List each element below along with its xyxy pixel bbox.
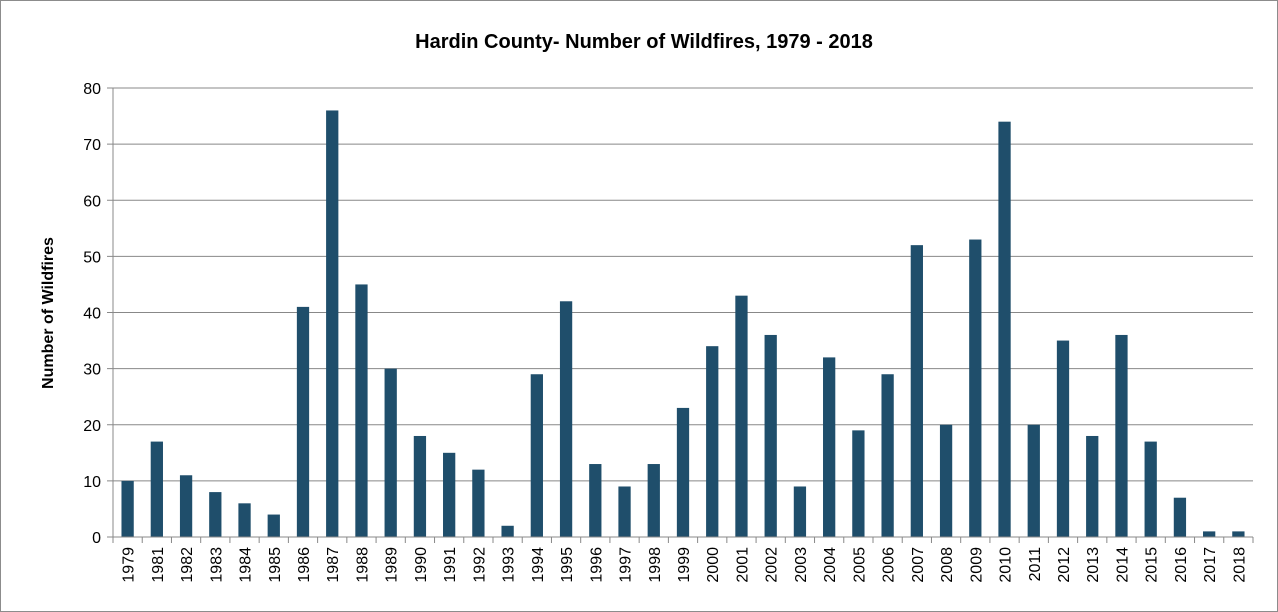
- bar-1989: [384, 368, 397, 537]
- x-tick-label: 1986: [296, 547, 313, 583]
- y-tick-labels: 0 10 20 30 40 50 60 70 80: [83, 81, 113, 547]
- x-tick-labels: 1979 1981 1982 1983 1984 1985 1986 1987 1988 1989…: [112, 537, 1254, 583]
- bar-1991: [443, 452, 456, 537]
- bar-2013: [1086, 435, 1099, 537]
- bar-2003: [793, 486, 807, 537]
- bar-1981: [150, 441, 163, 537]
- bar-2009: [969, 239, 982, 537]
- bar-1997: [618, 486, 631, 537]
- y-tick-label: 10: [83, 474, 101, 491]
- y-tick-label: 30: [83, 362, 101, 379]
- x-tick-label: 2008: [939, 547, 956, 583]
- bar-1990: [413, 435, 427, 537]
- x-tick-label: 2014: [1114, 547, 1131, 583]
- y-tick-label: 20: [83, 418, 101, 435]
- bar-2016: [1173, 497, 1187, 537]
- x-tick-label: 2001: [734, 547, 751, 583]
- bar-2001: [735, 295, 748, 537]
- x-tick-label: 2010: [998, 547, 1015, 583]
- x-tick-label: 2002: [764, 547, 781, 583]
- x-tick-label: 1995: [559, 547, 576, 583]
- x-tick-label: 2004: [822, 547, 839, 583]
- x-tick-label: 2013: [1085, 547, 1102, 583]
- x-tick-label: 1999: [676, 547, 693, 583]
- bar-1998: [647, 464, 660, 537]
- x-tick-label: 1985: [267, 547, 284, 583]
- x-tick-label: 1979: [121, 547, 138, 583]
- x-tick-label: 1996: [588, 547, 605, 583]
- x-tick-label: 1987: [325, 547, 342, 583]
- x-tick-label: 1993: [501, 547, 518, 583]
- x-tick-label: 1989: [384, 547, 401, 583]
- axes: [112, 88, 1253, 538]
- bar-2008: [939, 424, 953, 537]
- bar-1986: [296, 306, 310, 537]
- x-tick-label: 2005: [851, 547, 868, 583]
- bar-2002: [764, 334, 777, 537]
- y-axis-label: Number of Wildfires: [40, 237, 57, 389]
- bar-2007: [910, 245, 923, 537]
- x-tick-label: 1984: [238, 547, 255, 583]
- y-tick-label: 80: [83, 81, 101, 98]
- y-tick-label: 40: [83, 306, 101, 323]
- x-tick-label: 1982: [179, 547, 196, 583]
- bar-2005: [852, 430, 865, 537]
- bar-2014: [1115, 334, 1128, 537]
- bar-1988: [355, 284, 368, 537]
- bar-2000: [706, 346, 719, 537]
- bar-1994: [530, 374, 543, 537]
- bars: [121, 110, 1245, 538]
- bar-1985: [267, 514, 280, 537]
- x-tick-label: 1981: [150, 547, 167, 583]
- chart-title: Hardin County- Number of Wildfires, 1979…: [415, 31, 873, 53]
- bar-1979: [121, 480, 134, 537]
- x-tick-label: 2016: [1173, 547, 1190, 583]
- x-tick-label: 1990: [413, 547, 430, 583]
- bar-1996: [589, 464, 602, 537]
- bar-2017: [1203, 531, 1216, 537]
- x-tick-label: 1992: [471, 547, 488, 583]
- bar-2011: [1027, 424, 1040, 537]
- y-tick-label: 0: [92, 530, 101, 547]
- bar-1992: [472, 469, 485, 537]
- x-tick-label: 2003: [793, 547, 810, 583]
- x-tick-label: 1983: [208, 547, 225, 583]
- x-tick-label: 1994: [530, 547, 547, 583]
- bar-1993: [501, 525, 514, 537]
- x-tick-label: 1998: [647, 547, 664, 583]
- x-tick-label: 2009: [968, 547, 985, 583]
- bar-1983: [209, 492, 222, 537]
- bar-1995: [559, 301, 573, 537]
- bar-2015: [1144, 441, 1157, 537]
- bar-2012: [1056, 340, 1070, 537]
- y-tick-label: 60: [83, 193, 101, 210]
- x-tick-label: 2007: [910, 547, 927, 583]
- bar-1984: [238, 503, 251, 537]
- x-tick-label: 1988: [354, 547, 371, 583]
- y-tick-label: 70: [83, 137, 101, 154]
- bar-2010: [998, 121, 1011, 538]
- bar-2018: [1232, 531, 1245, 537]
- x-tick-label: 2015: [1144, 547, 1161, 583]
- bar-1982: [179, 475, 193, 537]
- bar-2004: [823, 357, 836, 537]
- x-tick-label: 1991: [442, 547, 459, 583]
- bar-1987: [326, 110, 339, 537]
- x-tick-label: 2011: [1027, 547, 1044, 582]
- x-tick-label: 2006: [881, 547, 898, 583]
- x-tick-label: 1997: [618, 547, 635, 583]
- x-tick-label: 2017: [1202, 547, 1219, 583]
- bar-2006: [881, 374, 894, 537]
- x-tick-label: 2000: [705, 547, 722, 583]
- y-tick-label: 50: [83, 249, 101, 266]
- bar-1999: [676, 407, 690, 537]
- x-tick-label: 2018: [1231, 547, 1248, 583]
- x-tick-label: 2012: [1056, 547, 1073, 583]
